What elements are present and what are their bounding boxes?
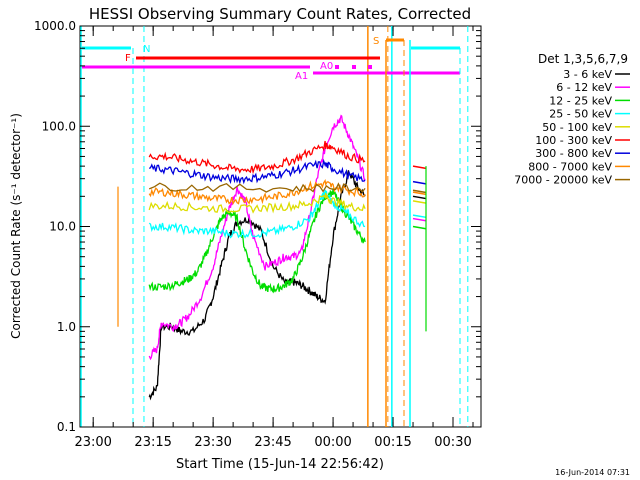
- flag-label: N: [143, 44, 150, 55]
- series-post-segment: [412, 217, 427, 222]
- legend-title: Det 1,3,5,6,7,9: [538, 52, 628, 66]
- chart-title: HESSI Observing Summary Count Rates, Cor…: [89, 5, 471, 23]
- flag-label: A0: [320, 61, 333, 72]
- x-tick-label: 23:30: [194, 435, 231, 450]
- series-group: [117, 114, 427, 401]
- x-tick-label: 23:15: [134, 435, 171, 450]
- flag-bars: N F S A0 A1: [82, 36, 461, 427]
- series-post-segment: [412, 225, 427, 230]
- legend-entry: 6 - 12 keV: [556, 81, 612, 94]
- series-line: [148, 158, 366, 185]
- y-tick-label: 1.0: [57, 320, 76, 334]
- series-post-segment: [412, 165, 427, 170]
- flag-label: A1: [295, 71, 308, 82]
- x-tick-label: 00:15: [374, 435, 411, 450]
- x-tick-label: 23:45: [254, 435, 291, 450]
- legend-entry: 12 - 25 keV: [549, 94, 612, 107]
- series-post-segment: [412, 189, 427, 194]
- x-tick-label: 00:30: [434, 435, 471, 450]
- x-tick-label: 00:00: [314, 435, 351, 450]
- series-line: [148, 178, 366, 206]
- y-axis-label: Corrected Count Rate (s⁻¹ detector⁻¹): [9, 113, 23, 339]
- y-tick-label: 0.1: [57, 420, 76, 434]
- flag-dot: [352, 65, 356, 69]
- flag-dot: [368, 65, 372, 69]
- y-tick-label: 1000.0: [34, 19, 76, 33]
- series-line: [148, 188, 366, 294]
- flag-label: F: [125, 53, 131, 64]
- series-post-segment: [412, 195, 427, 200]
- series-line: [148, 114, 366, 361]
- legend-entry: 7000 - 20000 keV: [514, 174, 612, 187]
- series-post-segment: [412, 180, 427, 185]
- legend-entry: 300 - 800 keV: [535, 147, 612, 160]
- legend-entry: 100 - 300 keV: [535, 134, 612, 147]
- timestamp: 16-Jun-2014 07:31: [555, 468, 630, 477]
- legend-entry: 800 - 7000 keV: [528, 160, 612, 173]
- x-axis: 23:00 23:15 23:30 23:45 00:00 00:15 00:30: [74, 26, 474, 450]
- flag-dot: [335, 65, 339, 69]
- y-axis: 0.1 1.0 10.0 100.0 1000.0: [34, 19, 481, 434]
- series-line: [148, 170, 366, 401]
- series-line: [148, 192, 366, 214]
- series-line: [148, 189, 366, 239]
- x-axis-label: Start Time (15-Jun-14 22:56:42): [176, 457, 384, 472]
- flag-label: S: [373, 36, 379, 47]
- legend-entry: 25 - 50 keV: [549, 108, 612, 121]
- series-post-segment: [412, 191, 427, 196]
- y-tick-label: 100.0: [42, 119, 76, 133]
- y-tick-label: 10.0: [49, 220, 76, 234]
- series-post-segment: [412, 214, 427, 219]
- x-tick-label: 23:00: [74, 435, 111, 450]
- legend-entry: 3 - 6 keV: [563, 68, 612, 81]
- series-line: [148, 182, 366, 193]
- series-line: [148, 140, 366, 175]
- series-post-segment: [412, 200, 427, 204]
- legend-entry: 50 - 100 keV: [542, 121, 612, 134]
